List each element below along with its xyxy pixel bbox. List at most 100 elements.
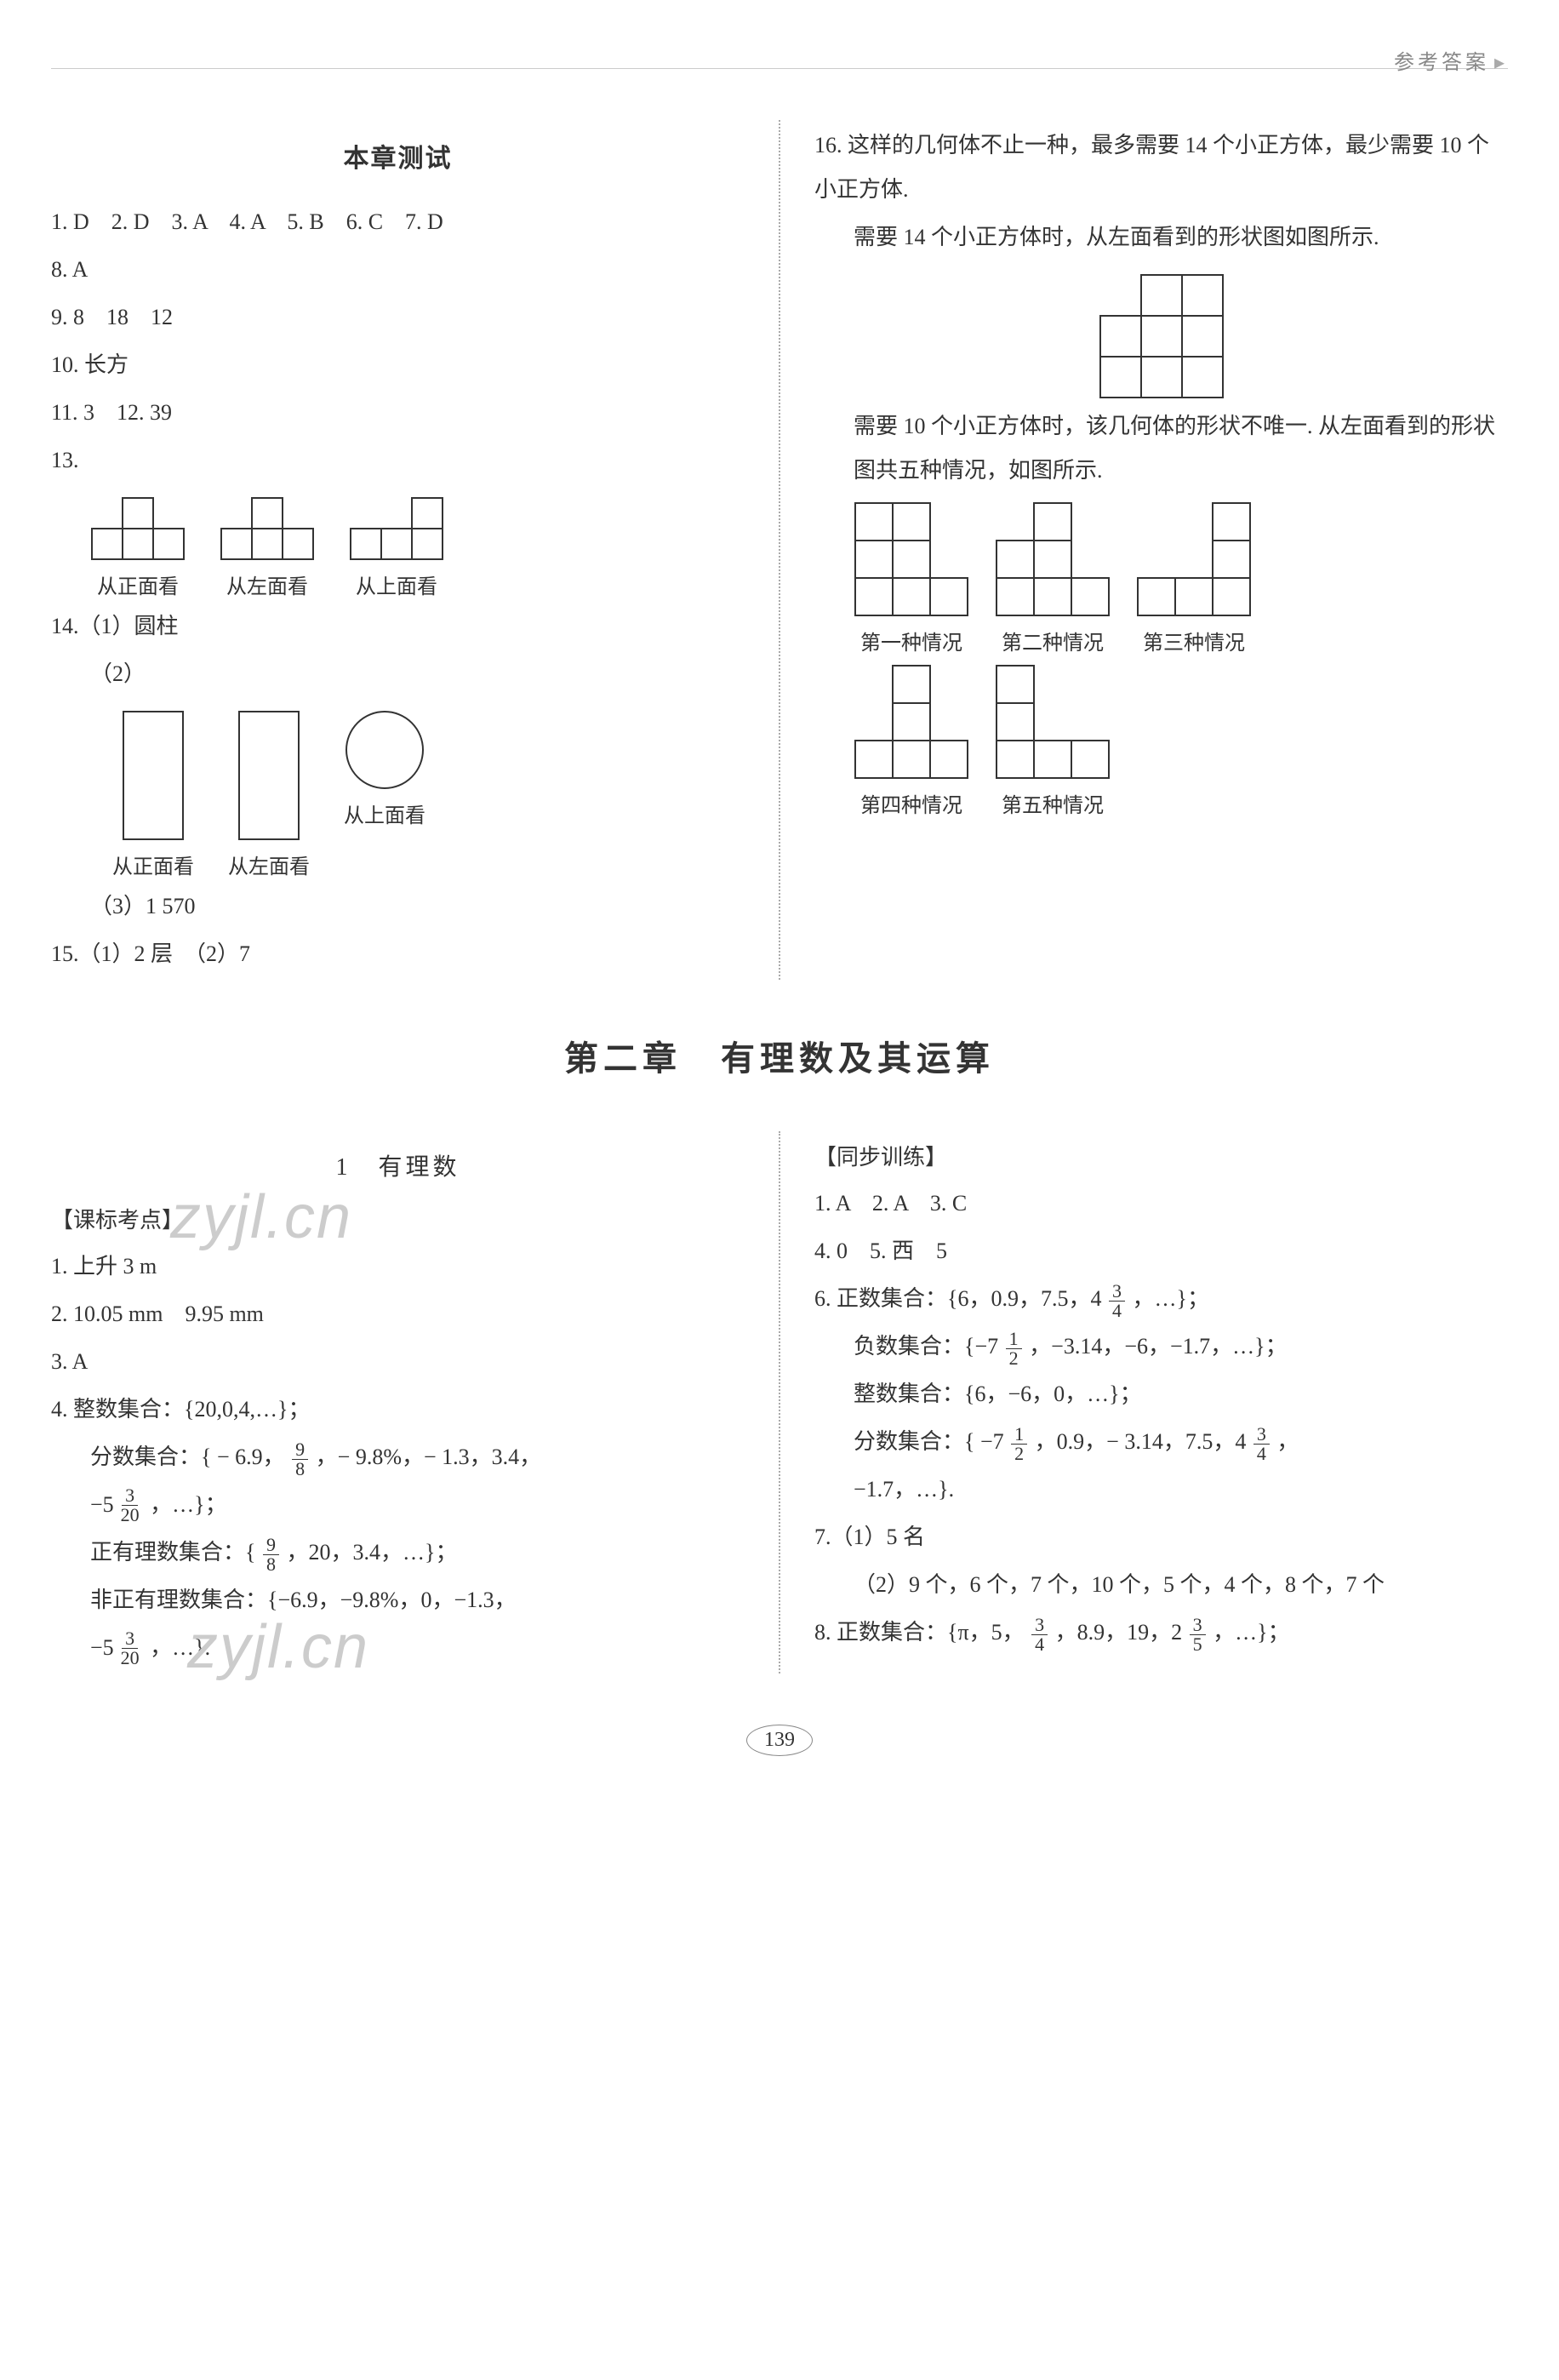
lower-columns: 1 有理数 【课标考点】 zyjl.cn 1. 上升 3 m 2. 10.05 … — [51, 1131, 1508, 1673]
page-number-value: 139 — [746, 1725, 813, 1756]
frac-3-5: 35 — [1190, 1616, 1206, 1654]
lower-left-col: 1 有理数 【课标考点】 zyjl.cn 1. 上升 3 m 2. 10.05 … — [51, 1131, 745, 1673]
figure-caption: 第一种情况 — [860, 626, 962, 655]
figure-caption: 从正面看 — [112, 850, 194, 879]
kb-4a: 4. 整数集合：{20,0,4,…}； — [51, 1387, 745, 1432]
tb-1: 1. A 2. A 3. C — [814, 1181, 1508, 1226]
grid-figure: 从正面看 — [112, 710, 194, 879]
tb-5: 整数集合：{6，−6，0，…}； — [814, 1372, 1508, 1416]
tb-4-pre: 负数集合：{−7 — [854, 1334, 1004, 1359]
subsection-title: 1 有理数 — [51, 1148, 745, 1182]
grid-figure: 从上面看 — [349, 496, 444, 599]
chapter-title: 第二章 有理数及其运算 — [51, 1031, 1508, 1080]
tb-6-pre: 分数集合：{ −7 — [854, 1429, 1009, 1454]
grid-figure: 从上面看 — [344, 710, 425, 879]
answer-13-label: 13. — [51, 438, 745, 483]
figure-caption: 第三种情况 — [1143, 626, 1245, 655]
answer-14-3: （3）1 570 — [51, 884, 745, 929]
kb-4c-post: ，…}； — [150, 1492, 226, 1517]
q16-text-a: 16. 这样的几何体不止一种，最多需要 14 个小正方体，最少需要 10 个小正… — [814, 123, 1508, 212]
answer-8: 8. A — [51, 248, 745, 292]
q16-figs-row2: 第四种情况 第五种情况 — [814, 664, 1508, 818]
answer-11-12: 11. 3 12. 39 — [51, 391, 745, 435]
tb-2: 4. 0 5. 西 5 — [814, 1229, 1508, 1273]
grid-figure: 第四种情况 — [854, 664, 969, 818]
kb-3: 3. A — [51, 1340, 745, 1384]
tb-3: 6. 正数集合：{6，0.9，7.5，4 34 ，…}； — [814, 1277, 1508, 1321]
column-divider-lower — [779, 1131, 780, 1673]
kb-4e: 非正有理数集合：{−6.9，−9.8%，0，−1.3， — [51, 1578, 745, 1622]
mixed-neg5-3-20b: −5 320 — [90, 1626, 145, 1670]
column-divider-upper — [779, 120, 780, 980]
tb-3-post: ，…}； — [1132, 1286, 1208, 1311]
kb-2: 2. 10.05 mm 9.95 mm — [51, 1292, 745, 1336]
kb-4f-post: ，…}. — [150, 1635, 210, 1660]
upper-left-col: 本章测试 1. D 2. D 3. A 4. A 5. B 6. C 7. D … — [51, 120, 745, 980]
figure-caption: 第二种情况 — [1002, 626, 1104, 655]
q16-text-c: 需要 10 个小正方体时，该几何体的形状不唯一. 从左面看到的形状图共五种情况，… — [814, 404, 1508, 493]
tb-7b: （2）9 个，6 个，7 个，10 个，5 个，4 个，8 个，7 个 — [814, 1563, 1508, 1607]
tb-4: 负数集合：{−7 12 ，−3.14，−6，−1.7，…}； — [814, 1324, 1508, 1369]
kb-4d-post: ，20，3.4，…}； — [286, 1540, 457, 1565]
kb-1: 1. 上升 3 m — [51, 1244, 745, 1289]
grid-figure: 从正面看 — [90, 496, 186, 599]
kb-heading: 【课标考点】 — [51, 1203, 745, 1234]
frac-1-2: 12 — [1006, 1330, 1022, 1368]
answer-14-2-label: （2） — [51, 652, 745, 696]
figure-caption: 从上面看 — [356, 569, 437, 599]
frac-9-8: 98 — [292, 1440, 308, 1479]
section-title: 本章测试 — [51, 137, 745, 174]
tb-6-mid: ，0.9，− 3.14，7.5，4 — [1035, 1429, 1252, 1454]
frac-9-8b: 98 — [263, 1536, 279, 1574]
answers-1-7: 1. D 2. D 3. A 4. A 5. B 6. C 7. D — [51, 200, 745, 244]
figure-caption: 第四种情况 — [860, 788, 962, 818]
kb-4b: 分数集合：{ − 6.9， 98 ，− 9.8%，− 1.3，3.4， — [51, 1435, 745, 1479]
figure-caption: 从上面看 — [344, 798, 425, 828]
page-number: 139 — [51, 1725, 1508, 1756]
tb-6-post: ， — [1276, 1429, 1299, 1454]
kb-4d: 正有理数集合：{ 98 ，20，3.4，…}； — [51, 1530, 745, 1575]
q16-figs-row1: 第一种情况 第二种情况 第三种情况 — [814, 501, 1508, 655]
tb-8: 8. 正数集合：{π，5， 34 ，8.9，19，2 35 ，…}； — [814, 1611, 1508, 1655]
grid-figure: 第二种情况 — [995, 501, 1111, 655]
frac-3-4: 34 — [1109, 1282, 1125, 1320]
figure-caption: 第五种情况 — [1002, 788, 1104, 818]
q14-figures: 从正面看 从左面看 从上面看 — [51, 710, 745, 879]
kb-4f: −5 320 ，…}. — [51, 1626, 745, 1670]
tb-8-pre: 8. 正数集合：{π，5， — [814, 1620, 1025, 1645]
tb-8-mid: ，8.9，19，2 — [1055, 1620, 1188, 1645]
kb-4b-pre: 分数集合：{ − 6.9， — [90, 1445, 285, 1469]
grid-figure: 从左面看 — [220, 496, 315, 599]
header-rule: 参考答案 — [51, 68, 1508, 69]
grid-figure: 从左面看 — [228, 710, 310, 879]
kb-4b-mid: ，− 9.8%，− 1.3，3.4， — [316, 1445, 542, 1469]
tb-4-post: ，−3.14，−6，−1.7，…}； — [1029, 1334, 1287, 1359]
figure-caption: 从正面看 — [97, 569, 179, 599]
frac-1-2b: 12 — [1011, 1425, 1027, 1463]
grid-figure: 第一种情况 — [854, 501, 969, 655]
header-label: 参考答案 — [1394, 45, 1508, 75]
tb-7a: 7.（1）5 名 — [814, 1515, 1508, 1559]
q16-text-b: 需要 14 个小正方体时，从左面看到的形状图如图所示. — [814, 215, 1508, 260]
upper-columns: 本章测试 1. D 2. D 3. A 4. A 5. B 6. C 7. D … — [51, 120, 1508, 980]
tb-8-post: ，…}； — [1213, 1620, 1289, 1645]
tb-6: 分数集合：{ −7 12 ，0.9，− 3.14，7.5，4 34 ， — [814, 1420, 1508, 1464]
tb-heading: 【同步训练】 — [814, 1140, 1508, 1171]
answer-15: 15.（1）2 层 （2）7 — [51, 932, 745, 976]
frac-3-4b: 34 — [1253, 1425, 1270, 1463]
answer-9: 9. 8 18 12 — [51, 295, 745, 340]
answer-10: 10. 长方 — [51, 343, 745, 387]
kb-4c: −5 320 ，…}； — [51, 1483, 745, 1527]
tb-6b: −1.7，…}. — [814, 1467, 1508, 1512]
grid-figure — [1099, 273, 1225, 399]
q13-figures: 从正面看 从左面看 从上面看 — [51, 496, 745, 599]
frac-3-4c: 34 — [1031, 1616, 1048, 1654]
kb-4d-pre: 正有理数集合：{ — [90, 1540, 255, 1565]
figure-caption: 从左面看 — [226, 569, 308, 599]
grid-figure: 第五种情况 — [995, 664, 1111, 818]
answer-14-1: 14.（1）圆柱 — [51, 604, 745, 649]
tb-3-pre: 6. 正数集合：{6，0.9，7.5，4 — [814, 1286, 1107, 1311]
figure-caption: 从左面看 — [228, 850, 310, 879]
q16-fig-a — [814, 273, 1508, 399]
mixed-neg5-3-20: −5 320 — [90, 1483, 145, 1527]
